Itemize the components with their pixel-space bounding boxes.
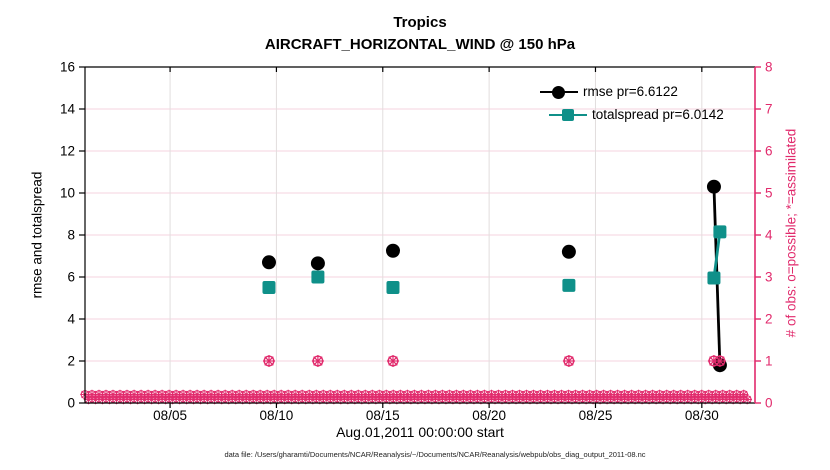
x-tick-label: 08/15 [366, 408, 400, 423]
plot-title-variable: AIRCRAFT_HORIZONTAL_WIND @ 150 hPa [264, 36, 576, 53]
totalspread-point [386, 281, 400, 294]
y-left-tick-label: 2 [67, 354, 75, 369]
y-axis-label-left: rmse and totalspread [29, 171, 45, 299]
y-left-tick-label: 14 [60, 102, 76, 117]
y-right-tick-label: 5 [765, 186, 773, 201]
obs-assimilated-marker [713, 354, 727, 368]
y-left-tick-label: 6 [67, 270, 75, 285]
legend-item-totalspread: totalspread pr=6.0142 [549, 103, 724, 126]
x-tick-label: 08/20 [472, 408, 506, 423]
y-left-tick-label: 4 [67, 312, 75, 327]
legend-label-rmse: rmse pr=6.6122 [583, 84, 678, 99]
y-right-tick-label: 7 [765, 102, 773, 117]
y-right-tick-label: 6 [765, 144, 773, 159]
obs-assimilated-marker [386, 354, 400, 368]
x-axis-label: Aug.01,2011 00:00:00 start [336, 424, 504, 440]
obs-assimilated-marker [262, 354, 276, 368]
totalspread-point [713, 225, 727, 239]
y-left-tick-label: 0 [67, 396, 75, 411]
x-tick-label: 08/30 [685, 408, 719, 423]
y-right-tick-label: 3 [765, 270, 773, 285]
totalspread-point [262, 281, 276, 294]
y-right-tick-label: 1 [765, 354, 773, 369]
y-right-tick-label: 0 [765, 396, 773, 411]
legend-label-totalspread: totalspread pr=6.0142 [592, 107, 724, 122]
data-file-caption: data file: /Users/gharamti/Documents/NCA… [224, 450, 646, 459]
obs-assimilated-marker [311, 354, 325, 368]
y-left-tick-label: 8 [67, 228, 75, 243]
legend-item-rmse: rmse pr=6.6122 [540, 80, 724, 103]
y-left-tick-label: 10 [60, 186, 75, 201]
rmse-point [261, 255, 276, 270]
rmse-point [385, 243, 400, 258]
x-tick-label: 08/25 [579, 408, 613, 423]
totalspread-point [562, 278, 576, 292]
rmse-point [561, 244, 576, 259]
y-left-tick-label: 16 [60, 60, 75, 75]
totalspread-legend-marker-icon [549, 108, 587, 122]
totalspread-point [707, 271, 721, 285]
y-right-tick-label: 8 [765, 60, 773, 75]
x-tick-label: 08/10 [260, 408, 294, 423]
rmse-point [706, 179, 721, 194]
x-tick-label: 08/05 [153, 408, 187, 423]
totalspread-point [311, 270, 325, 284]
y-right-tick-label: 4 [765, 228, 773, 243]
obs-assimilated-marker [562, 354, 576, 368]
y-left-tick-label: 12 [60, 144, 75, 159]
rmse-legend-marker-icon [540, 85, 578, 99]
legend: rmse pr=6.6122 totalspread pr=6.0142 [540, 80, 724, 126]
rmse-point [310, 256, 325, 271]
totalspread-line [712, 231, 722, 279]
y-right-tick-label: 2 [765, 312, 773, 327]
y-axis-label-right: # of obs: o=possible; *=assimilated [783, 128, 799, 338]
plot-title-region: Tropics [393, 14, 447, 31]
